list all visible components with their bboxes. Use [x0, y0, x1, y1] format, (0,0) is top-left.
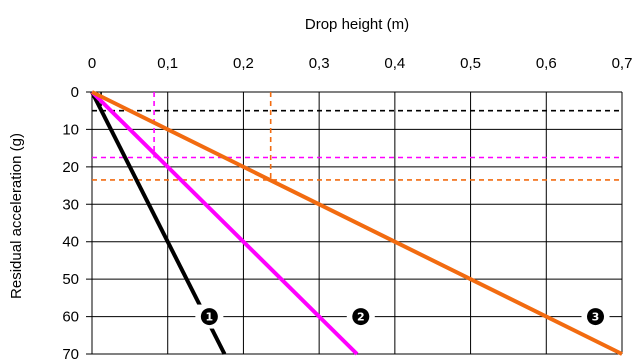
- x-tick-label: 0: [88, 55, 96, 72]
- series-marker-disc: [352, 308, 370, 326]
- x-tick-label: 0,4: [384, 55, 405, 72]
- x-tick-label: 0,5: [460, 55, 481, 72]
- y-tick-label: 60: [62, 309, 79, 326]
- y-tick-label: 50: [62, 271, 79, 288]
- series-markers-layer: 1 2 3: [195, 304, 610, 329]
- series-marker-disc: [200, 308, 218, 326]
- x-tick-label: 0,3: [309, 55, 330, 72]
- series-line-3: [91, 90, 623, 356]
- x-tick-label: 0,2: [233, 55, 254, 72]
- y-tick-label: 20: [62, 159, 79, 176]
- y-tick-label: 40: [62, 234, 79, 251]
- x-tick-label: 0,1: [157, 55, 178, 72]
- series-marker-2: 2: [357, 311, 365, 324]
- x-tick-label: 0,7: [612, 55, 633, 72]
- reference-lines-layer: [92, 92, 622, 181]
- tick-labels-layer: 0 0,1 0,2 0,3 0,4 0,5 0,6 0,7 0 10 20 30 40 50 60 70: [62, 55, 632, 361]
- series-line-2: [90, 90, 359, 356]
- grid-layer: [86, 91, 623, 355]
- y-tick-label: 70: [62, 346, 79, 361]
- y-tick-label: 30: [62, 196, 79, 213]
- series-marker-disc: [587, 308, 604, 326]
- x-tick-label: 0,6: [536, 55, 557, 72]
- series-marker-3: 3: [592, 311, 600, 324]
- x-axis-title: Drop height (m): [305, 16, 409, 33]
- series-marker-1: 1: [206, 311, 214, 324]
- y-tick-label: 0: [71, 84, 79, 101]
- y-tick-label: 10: [62, 121, 79, 138]
- y-axis-title: Residual acceleration (g): [8, 133, 25, 299]
